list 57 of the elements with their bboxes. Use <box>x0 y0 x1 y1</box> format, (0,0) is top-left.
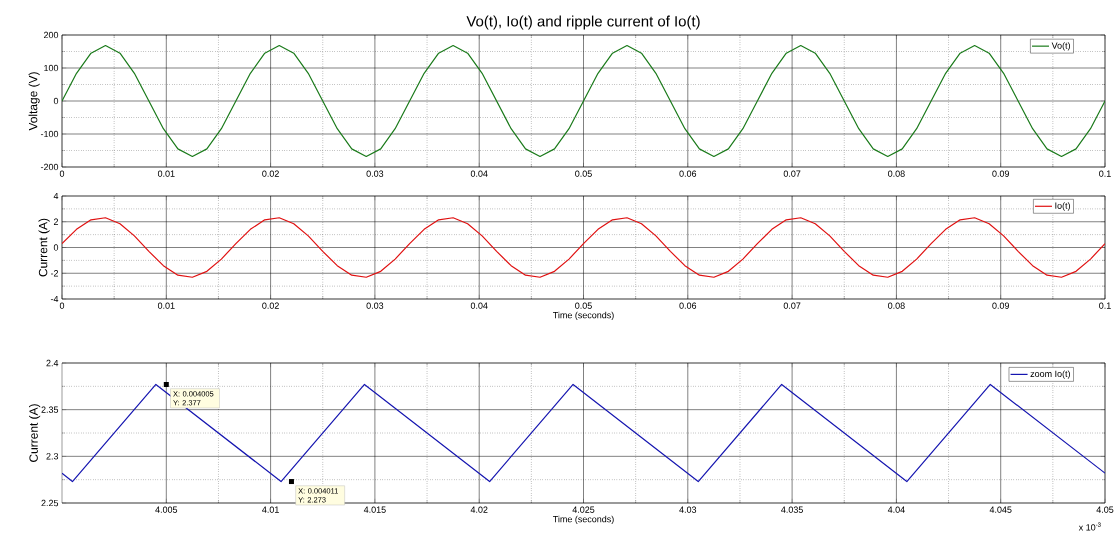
x-tick-label: 0.03 <box>366 302 384 309</box>
x-tick-label: 0.07 <box>783 302 801 309</box>
y-tick-label: 2.4 <box>46 359 59 367</box>
legend-label: Io(t) <box>1055 202 1070 211</box>
x-tick-label: 4.03 <box>679 506 697 513</box>
x-tick-label: 0.05 <box>575 302 592 309</box>
x-tick-label: 0.09 <box>992 170 1010 177</box>
x-tick-label: 0.09 <box>992 302 1010 309</box>
y-tick-label: 0 <box>53 97 59 105</box>
y-tick-label: -200 <box>40 163 59 171</box>
x-tick-label: 4.01 <box>262 506 279 513</box>
x-tick-label: 0.03 <box>366 170 384 177</box>
x-tick-label: 0.01 <box>157 302 175 309</box>
y-tick-label: 200 <box>43 31 59 39</box>
y-tick-label: -4 <box>50 295 59 303</box>
x-tick-label: 4.015 <box>363 506 386 513</box>
x-tick-label: 0.06 <box>679 170 697 177</box>
x-tick-label: 0.1 <box>1099 302 1111 309</box>
x-tick-label: 0.02 <box>262 302 279 309</box>
y-tick-label: 0 <box>53 244 59 251</box>
y-tick-label: 2.35 <box>41 406 59 413</box>
y-tick-label: 2.25 <box>41 499 59 507</box>
y-axis-title: Voltage (V) <box>28 72 40 131</box>
x-tick-label: 0.04 <box>470 170 488 177</box>
x-tick-label: 0.06 <box>679 302 697 309</box>
x-tick-label: 4.04 <box>887 506 905 513</box>
x-tick-label: 0 <box>59 170 65 177</box>
x-tick-label: 0.04 <box>470 302 488 309</box>
line-series <box>62 217 1106 278</box>
y-tick-label: -2 <box>50 270 59 277</box>
y-axis-title: Current (A) <box>38 218 50 277</box>
x-tick-label: 4.05 <box>1096 506 1114 513</box>
x-tick-label: 0.08 <box>888 302 905 309</box>
x-axis-title: Time (seconds) <box>552 515 614 525</box>
x-tick-label: 0.05 <box>575 170 592 177</box>
y-axis-title: Current (A) <box>29 404 41 462</box>
x-tick-label: 0.1 <box>1099 170 1111 177</box>
legend-label: Vo(t) <box>1051 42 1070 51</box>
x-axis-title: Time (seconds) <box>552 311 614 321</box>
y-tick-label: 100 <box>44 64 59 72</box>
x-tick-label: 0.02 <box>262 170 279 177</box>
x-tick-label: 4.005 <box>155 506 178 513</box>
text: x 10$^{-3}$ <box>1078 522 1101 531</box>
x-tick-label: 4.02 <box>470 506 488 513</box>
x-tick-label: 0.01 <box>157 170 175 177</box>
x-tick-label: 4.045 <box>989 506 1012 513</box>
x-tick-label: 0 <box>59 302 65 309</box>
chart-title: Vo(t), Io(t) and ripple current of Io(t) <box>466 15 700 30</box>
y-tick-label: 2.3 <box>46 453 59 460</box>
y-tick-label: -100 <box>40 130 59 138</box>
x-tick-label: 4.025 <box>572 506 595 513</box>
x-tick-label: 0.07 <box>783 170 801 177</box>
legend-label: zoom Io(t) <box>1030 370 1070 379</box>
y-tick-label: 2 <box>53 218 59 225</box>
y-tick-label: 4 <box>53 192 59 200</box>
x-tick-label: 0.08 <box>888 170 905 177</box>
x-tick-label: 4.035 <box>781 506 803 513</box>
